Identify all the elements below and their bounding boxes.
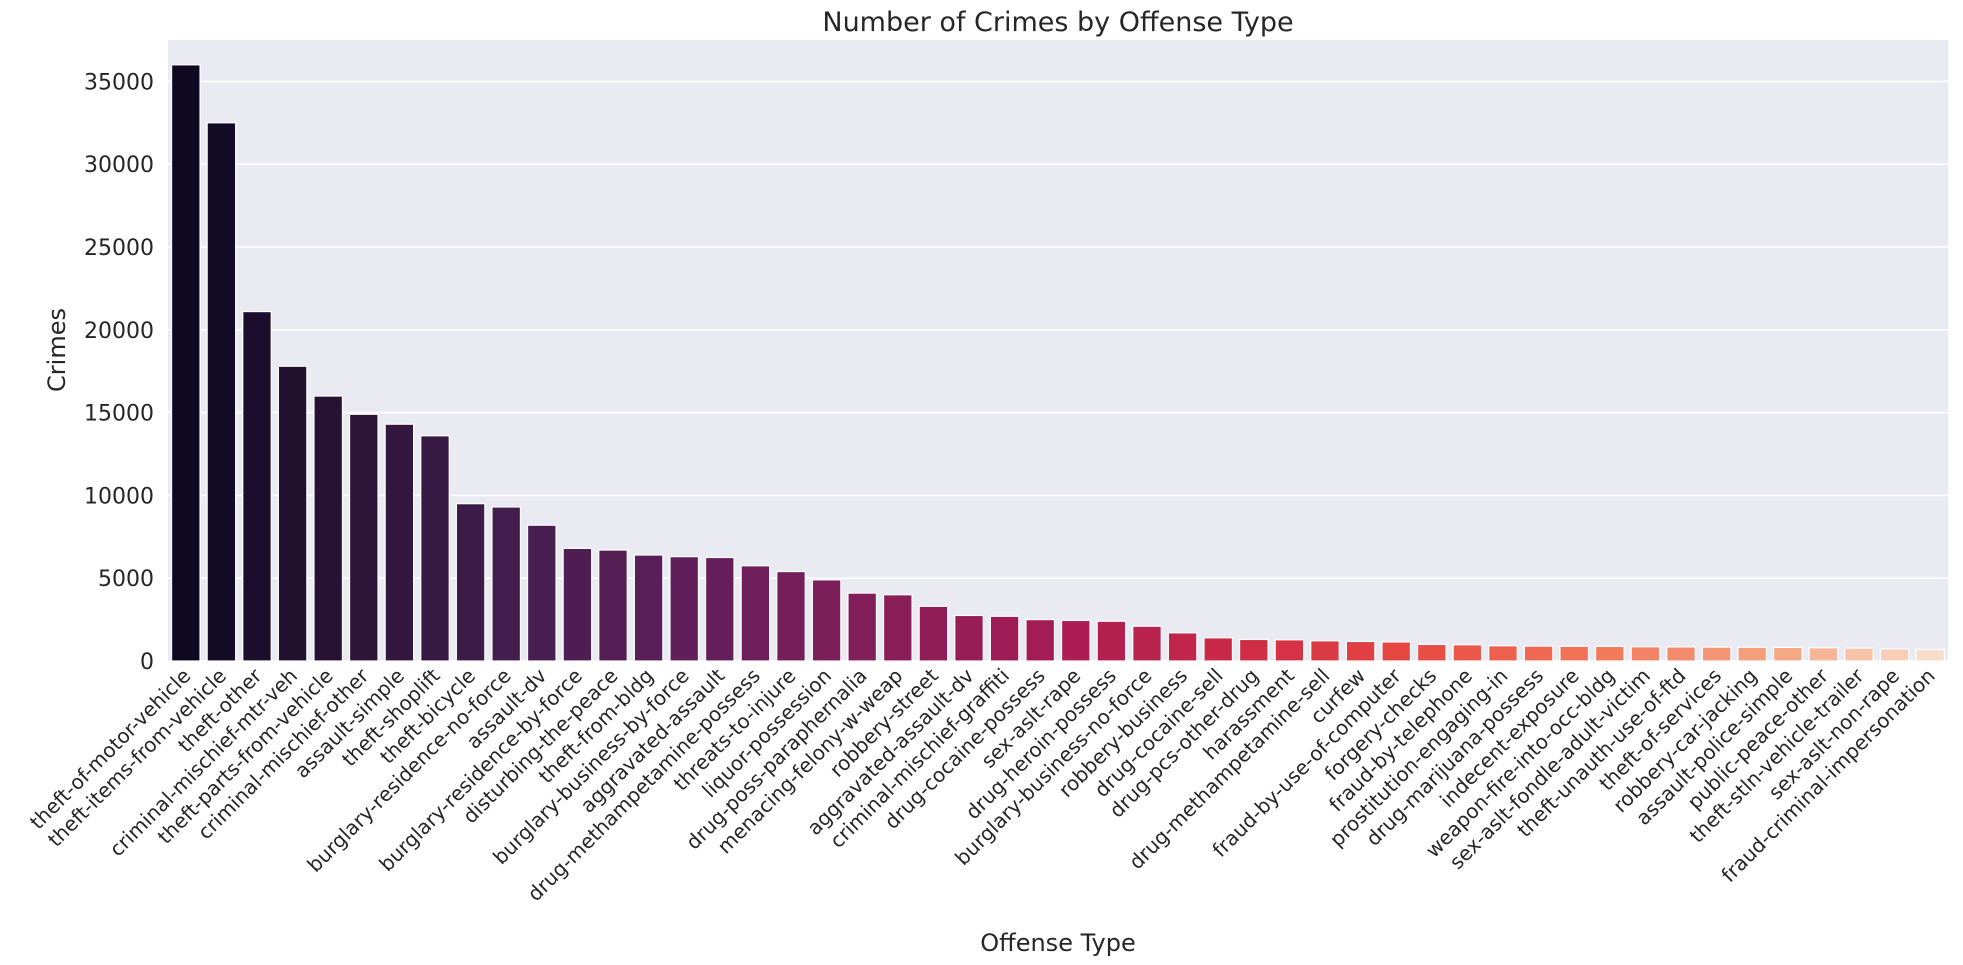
bar-drug-methampetamine-possess [740,565,771,662]
bar-drug-heroin-possess [1096,620,1127,662]
bars [170,64,1946,662]
bar-drug-pcs-other-drug [1238,638,1269,662]
bar-theft-of-services [1701,646,1732,662]
bar-robbery-street [918,605,949,662]
bar-sex-aslt-rape [1060,619,1091,662]
bar-prostitution-engaging-in [1488,645,1518,662]
bar-fraud-by-use-of-computer [1381,641,1412,662]
x-tick-labels: theft-of-motor-vehicletheft-items-from-v… [25,663,1940,906]
bar-burglary-residence-no-force [491,506,522,662]
bar-sex-aslt-non-rape [1879,648,1910,662]
bar-aggravated-assault-dv [954,614,984,662]
bar-weapon-fire-into-occ-bldg [1594,645,1625,662]
bar-fraud-by-telephone [1452,644,1483,662]
bar-burglary-residence-by-force [562,547,593,662]
bar-disturbing-the-peace [598,549,628,662]
y-tick-label: 15000 [84,402,154,427]
bar-burglary-business-by-force [669,556,700,662]
bar-theft-stln-vehicle-trailer [1844,647,1874,662]
bar-theft-items-from-vehicle [206,122,237,662]
bar-criminal-mischief-other [348,413,379,662]
bar-harassment [1274,639,1305,662]
bar-curfew [1345,640,1376,662]
y-tick-label: 30000 [84,153,154,178]
bar-threats-to-injure [776,570,806,662]
bar-fraud-criminal-impersonation [1915,648,1946,662]
bar-liquor-possession [811,579,842,662]
bar-drug-cocaine-possess [1025,618,1056,662]
bar-drug-poss-paraphernalia [847,592,878,662]
bar-forgery-checks [1416,643,1447,662]
bar-theft-other [242,310,272,662]
bar-theft-from-bldg [633,554,664,662]
y-tick-label: 20000 [84,319,154,344]
y-tick-label: 25000 [84,236,154,261]
bar-theft-unauth-use-of-ftd [1666,646,1696,662]
bar-public-peace-other [1808,647,1839,662]
bar-robbery-business [1167,632,1198,662]
y-tick-label: 5000 [98,567,154,592]
bar-theft-shoplift [420,435,450,662]
x-axis-title: Offense Type [980,929,1135,957]
bar-drug-marijuana-possess [1523,645,1554,662]
bar-criminal-mischief-mtr-veh [277,365,308,662]
bar-indecent-exposure [1559,645,1590,662]
bar-aggravated-assault [704,556,735,662]
bar-criminal-mischief-graffiti [989,615,1020,662]
bar-assault-dv [526,524,557,662]
bar-theft-parts-from-vehicle [313,395,344,662]
chart-title: Number of Crimes by Offense Type [822,7,1293,38]
bar-drug-cocaine-sell [1203,637,1234,662]
bar-robbery-car-jacking [1737,646,1768,662]
y-tick-labels: 0 5000 10000 15000 20000 25000 30000 35000 [84,70,154,675]
bar-assault-police-simple [1772,646,1803,662]
bar-theft-bicycle [455,503,486,662]
y-tick-label: 0 [140,650,154,675]
bar-drug-methampetamine-sell [1310,640,1340,662]
y-tick-label: 10000 [84,484,154,509]
y-tick-label: 35000 [84,70,154,95]
bar-sex-aslt-fondle-adult-victim [1630,646,1661,662]
bar-menacing-felony-w-weap [882,594,913,662]
bar-assault-simple [384,423,415,662]
bar-burglary-business-no-force [1132,625,1162,662]
y-axis-title: Crimes [43,308,71,392]
bar-theft-of-motor-vehicle [170,64,201,662]
